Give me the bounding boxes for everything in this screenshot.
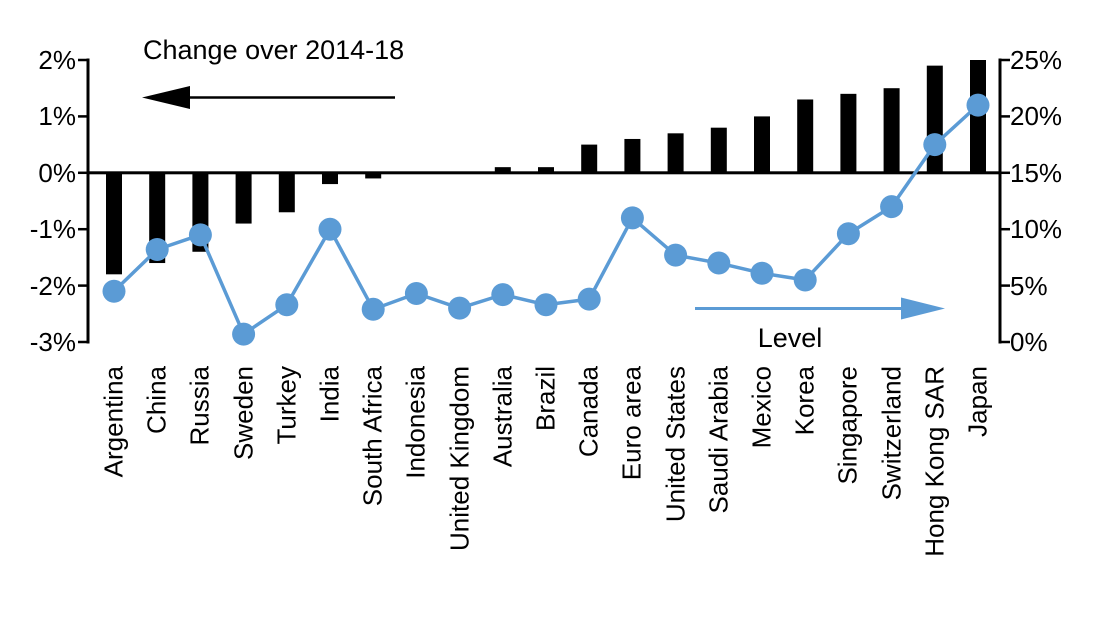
category-label-china: China (141, 366, 172, 434)
category-label-russia: Russia (185, 366, 216, 446)
marker-Mexico (750, 261, 774, 285)
bar-Korea (797, 99, 814, 173)
change-arrow-left-icon (142, 86, 190, 109)
bar-Brazil (538, 167, 554, 173)
category-label-united-kingdom: United Kingdom (444, 366, 475, 551)
marker-Indonesia (404, 281, 428, 305)
right-axis-tick-label: 20% (1010, 101, 1063, 132)
bar-Argentina (106, 172, 122, 275)
left-axis-tick-label: 1% (38, 101, 76, 132)
right-axis-tick (1000, 115, 1010, 118)
marker-Switzerland (880, 195, 904, 219)
category-label-saudi-arabia: Saudi Arabia (703, 366, 734, 514)
right-axis-tick-label: 25% (1010, 45, 1063, 75)
right-axis-tick (1000, 171, 1010, 175)
bar-United States (667, 133, 684, 173)
bar-series-title: Change over 2014-18 (143, 35, 405, 65)
left-axis-tick-label: -1% (29, 214, 76, 245)
category-label-switzerland: Switzerland (876, 366, 907, 501)
marker-Euro area (620, 206, 644, 230)
right-axis-tick-label: 15% (1010, 157, 1063, 188)
marker-Saudi Arabia (707, 251, 731, 275)
marker-South Africa (361, 297, 385, 321)
bar-Turkey (278, 172, 295, 213)
bar-Switzerland (883, 88, 900, 173)
bar-Sweden (235, 172, 252, 224)
marker-China (145, 238, 169, 262)
bar-Hong Kong SAR (926, 65, 943, 173)
category-label-korea: Korea (789, 366, 820, 436)
right-axis-tick-label: 10% (1010, 214, 1063, 245)
marker-United Kingdom (448, 296, 472, 320)
marker-Brazil (534, 293, 558, 317)
category-label-mexico: Mexico (746, 366, 777, 449)
left-axis-line (86, 58, 90, 344)
category-label-singapore: Singapore (833, 366, 864, 485)
category-label-canada: Canada (573, 366, 604, 458)
bar-India (322, 172, 338, 185)
bar-Mexico (754, 116, 770, 173)
line-series-title: Level (757, 323, 823, 353)
marker-Argentina (102, 279, 126, 303)
left-axis-tick (78, 340, 88, 344)
bar-Saudi Arabia (710, 127, 727, 173)
marker-Japan (966, 93, 990, 117)
bar-Canada (581, 144, 598, 173)
category-label-argentina: Argentina (98, 366, 129, 478)
bar-Singapore (840, 93, 857, 173)
marker-Russia (188, 223, 212, 247)
left-axis-tick (78, 171, 88, 175)
category-label-brazil: Brazil (530, 366, 561, 432)
bar-Australia (494, 167, 511, 173)
category-label-hong-kong-sar: Hong Kong SAR (919, 366, 950, 557)
category-label-indonesia: Indonesia (401, 366, 432, 479)
bar-South Africa (365, 172, 382, 179)
marker-Turkey (275, 293, 299, 317)
category-label-euro-area: Euro area (617, 366, 648, 481)
category-label-united-states: United States (660, 366, 691, 523)
marker-Hong Kong SAR (923, 133, 947, 157)
zero-baseline (86, 171, 1002, 175)
category-label-turkey: Turkey (271, 366, 302, 445)
category-label-india: India (314, 366, 345, 423)
left-axis-tick (78, 284, 88, 287)
marker-United States (664, 243, 688, 267)
left-axis-tick-label: -3% (29, 327, 76, 357)
marker-Singapore (836, 222, 860, 246)
marker-Sweden (232, 322, 256, 346)
right-axis-tick (1000, 58, 1010, 62)
category-label-japan: Japan (962, 366, 993, 437)
bar-Euro area (624, 138, 641, 173)
category-label-australia: Australia (487, 366, 518, 468)
category-label-south-africa: South Africa (357, 366, 388, 507)
right-axis-tick-label: 5% (1010, 270, 1048, 301)
right-axis-tick (1000, 227, 1010, 231)
left-axis-tick (78, 227, 88, 231)
right-axis-line (998, 58, 1002, 344)
right-axis-tick (1000, 340, 1010, 344)
marker-Canada (577, 287, 601, 311)
right-axis-tick-label: 0% (1010, 327, 1048, 357)
level-arrow-right-icon (901, 297, 945, 320)
marker-Korea (793, 268, 817, 292)
marker-India (318, 217, 342, 241)
category-label-sweden: Sweden (228, 366, 259, 460)
marker-Australia (491, 283, 515, 307)
left-axis-tick-label: 2% (38, 45, 76, 75)
left-axis-tick (78, 115, 88, 118)
left-axis-tick (78, 58, 88, 62)
right-axis-tick (1000, 284, 1010, 287)
left-axis-tick-label: -2% (29, 270, 76, 301)
left-axis-tick-label: 0% (38, 157, 76, 188)
